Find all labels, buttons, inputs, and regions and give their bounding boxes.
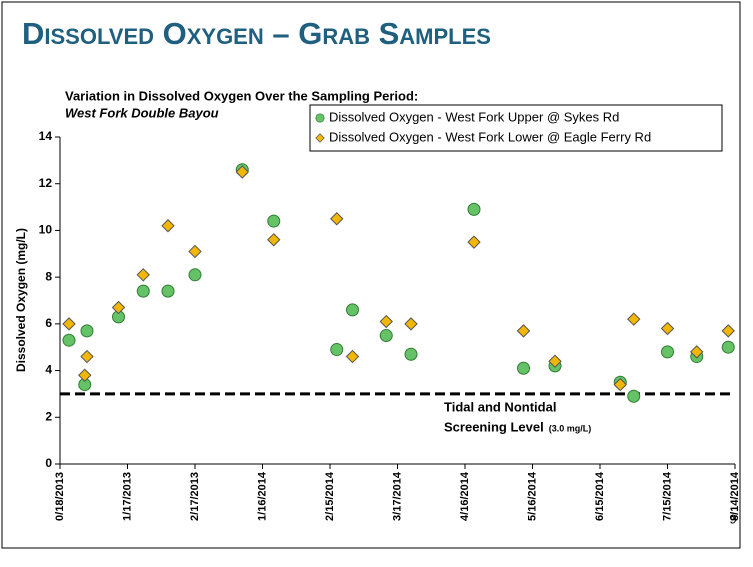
y-tick-label: 6 (45, 316, 52, 330)
data-point (627, 312, 641, 326)
annotation-unit: (3.0 mg/L) (549, 423, 592, 433)
y-tick-label: 14 (39, 129, 53, 143)
y-tick-label: 12 (39, 176, 53, 190)
data-point (62, 317, 76, 331)
data-point (467, 202, 481, 216)
annotation: Tidal and Nontidal (444, 399, 556, 414)
x-tick-label: 3/17/2014 (391, 471, 403, 521)
data-point (80, 349, 94, 364)
x-tick-label: 7/15/2014 (661, 471, 673, 521)
data-point (330, 212, 344, 226)
data-point (661, 345, 674, 359)
data-point (78, 368, 92, 382)
slide-title: Dissolved Oxygen – Grab Samples (22, 16, 491, 51)
x-tick-label: 4/16/2014 (459, 471, 471, 521)
page-number: 9 (729, 511, 736, 526)
data-point (627, 389, 641, 403)
data-point (136, 284, 150, 298)
data-point (346, 303, 359, 317)
data-point (330, 343, 344, 357)
data-point (517, 361, 530, 375)
data-point (267, 214, 281, 228)
y-tick-label: 4 (45, 363, 52, 377)
data-point (80, 324, 94, 338)
y-tick-label: 0 (45, 456, 52, 470)
data-point (267, 233, 281, 247)
data-point (111, 300, 126, 315)
data-point (235, 165, 249, 179)
x-tick-label: 2/15/2014 (324, 471, 336, 521)
x-tick-label: 5/16/2014 (526, 471, 538, 521)
data-point (188, 244, 202, 259)
data-point (404, 317, 418, 331)
legend-box (309, 104, 723, 152)
y-axis-title: Dissolved Oxygen (mg/L) (14, 228, 28, 372)
data-point (62, 333, 76, 347)
x-tick-label: 8/14/2014 (729, 471, 741, 521)
slide-border (1, 1, 741, 549)
data-point (467, 235, 481, 249)
x-tick-label: 0/18/2013 (54, 472, 66, 521)
legend-label: Dissolved Oxygen - West Fork Upper @ Syk… (329, 109, 619, 124)
data-point (161, 284, 175, 298)
data-point (379, 314, 393, 329)
legend-marker (315, 113, 325, 123)
chart-subtitle-site: West Fork Double Bayou (65, 105, 219, 120)
legend-marker (315, 133, 325, 143)
data-point (660, 321, 675, 336)
legend-label: Dissolved Oxygen - West Fork Lower @ Eag… (329, 129, 651, 144)
x-tick-label: 1/16/2014 (256, 471, 268, 521)
data-point (548, 354, 562, 368)
y-tick-label: 8 (45, 269, 52, 283)
x-tick-label: 1/17/2013 (121, 472, 133, 521)
data-point (721, 324, 735, 338)
data-point (136, 268, 150, 282)
annotation: Screening Level (444, 419, 544, 434)
data-point (690, 345, 704, 359)
data-point (613, 377, 627, 392)
data-point (404, 347, 418, 361)
chart-subtitle: Variation in Dissolved Oxygen Over the S… (65, 88, 418, 103)
x-tick-label: 6/15/2014 (594, 471, 606, 521)
y-tick-label: 2 (45, 409, 52, 423)
x-tick-label: 2/17/2013 (189, 472, 201, 521)
y-tick-label: 10 (39, 223, 53, 237)
data-point (721, 340, 735, 354)
data-point (161, 219, 175, 233)
data-point (345, 349, 360, 364)
data-point (188, 268, 202, 282)
data-point (379, 329, 393, 343)
data-point (516, 324, 531, 338)
